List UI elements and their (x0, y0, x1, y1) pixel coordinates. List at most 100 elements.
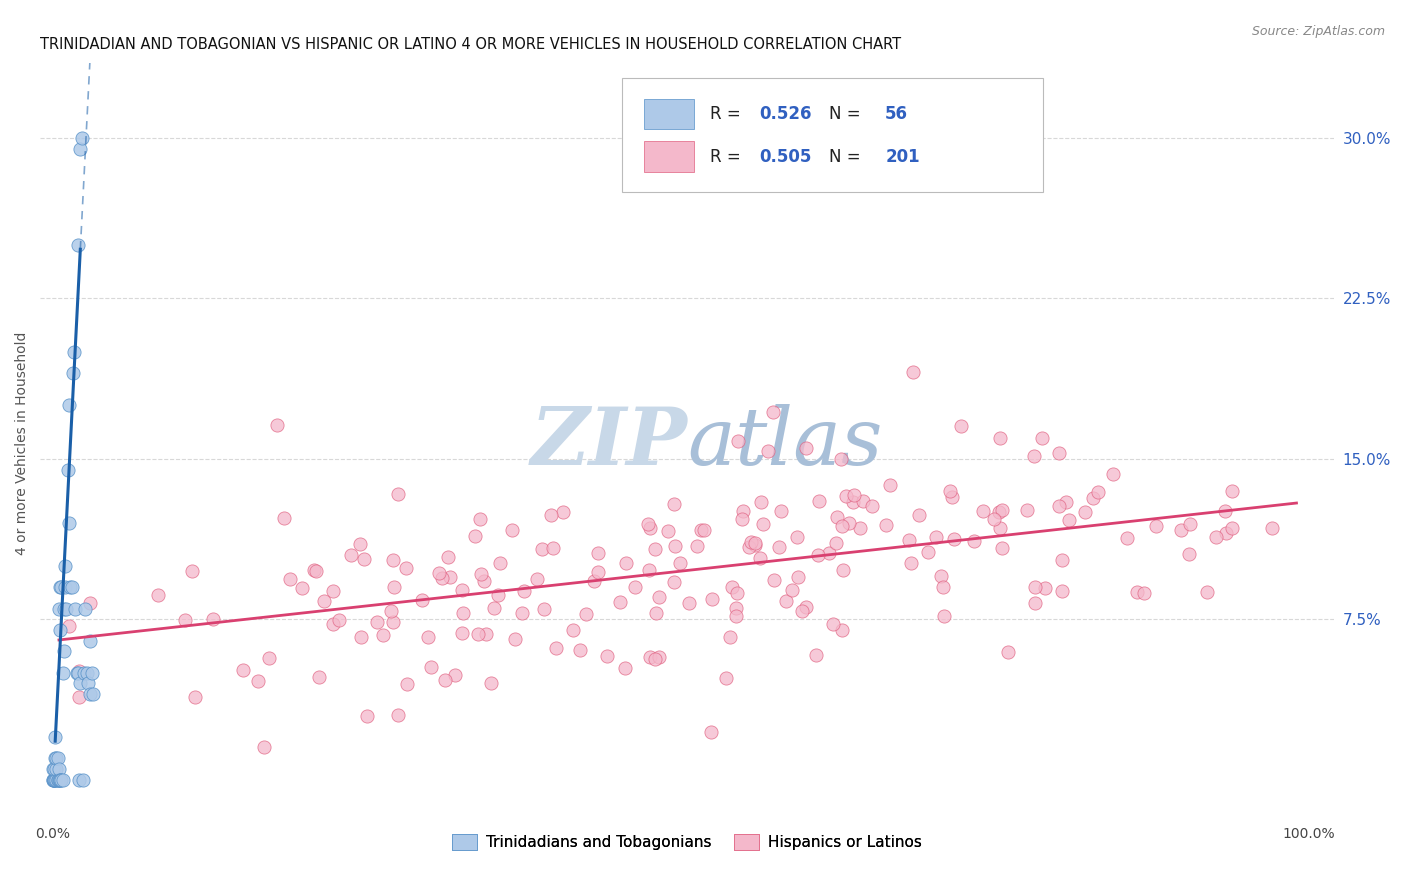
Point (48, 762, 70, 776)
Point (53, 601, 76, 615)
Point (48, 601, 70, 615)
Point (453, 606, 475, 620)
Point (41, 762, 63, 776)
Point (575, 607, 598, 621)
Point (1057, 513, 1080, 527)
Point (939, 483, 962, 498)
Text: 0.526: 0.526 (759, 105, 813, 123)
Point (53, 558, 76, 573)
Point (433, 673, 456, 687)
Point (232, 663, 254, 677)
Point (259, 650, 281, 665)
Point (46, 751, 69, 765)
Point (181, 565, 204, 579)
Point (1087, 485, 1109, 500)
Point (67, 664, 90, 678)
Point (769, 504, 792, 518)
Point (353, 551, 375, 566)
Point (44, 772, 66, 787)
Point (395, 677, 418, 691)
Point (69, 676, 91, 690)
Point (76, 676, 98, 690)
Point (501, 523, 523, 537)
Point (624, 580, 647, 594)
Point (1126, 585, 1149, 599)
Point (49, 580, 72, 594)
Point (637, 516, 659, 531)
Point (657, 524, 679, 538)
Point (45, 772, 67, 787)
FancyBboxPatch shape (623, 78, 1043, 193)
Point (588, 565, 610, 579)
Point (349, 537, 371, 551)
Point (55, 601, 77, 615)
Point (387, 708, 409, 723)
Point (648, 590, 671, 604)
Point (690, 524, 713, 538)
Point (768, 540, 790, 554)
Text: 56: 56 (886, 105, 908, 123)
Point (725, 586, 748, 600)
Point (842, 488, 865, 502)
Point (900, 556, 922, 570)
Point (202, 612, 225, 626)
Text: 201: 201 (886, 147, 920, 166)
Point (780, 583, 803, 598)
Point (60, 580, 83, 594)
Point (322, 583, 344, 598)
Point (45, 751, 67, 765)
Point (82, 687, 104, 701)
Point (472, 574, 495, 589)
Point (796, 441, 818, 455)
Point (756, 443, 779, 458)
Point (749, 495, 772, 509)
Point (427, 566, 450, 580)
Point (1017, 503, 1039, 517)
Point (253, 739, 276, 754)
Point (49, 772, 72, 787)
Point (751, 516, 773, 531)
Point (382, 580, 405, 594)
Point (662, 498, 685, 512)
Point (247, 674, 270, 689)
Point (1031, 431, 1053, 445)
Point (898, 533, 921, 547)
Point (568, 642, 591, 657)
Point (416, 630, 439, 644)
Point (184, 690, 207, 704)
Point (669, 556, 692, 570)
Point (714, 671, 737, 685)
Point (395, 561, 418, 575)
Point (614, 556, 637, 570)
Point (52, 665, 75, 680)
Point (467, 626, 489, 640)
Point (66, 238, 89, 252)
Point (1178, 547, 1201, 561)
Point (917, 545, 939, 559)
Point (638, 650, 661, 665)
Point (1050, 553, 1073, 567)
Point (924, 530, 946, 544)
Point (419, 659, 441, 673)
Point (762, 573, 785, 587)
Point (1261, 521, 1284, 535)
Point (786, 530, 808, 544)
Point (146, 588, 169, 602)
Point (792, 604, 814, 618)
Point (638, 521, 661, 535)
Point (835, 489, 858, 503)
Text: N =: N = (830, 147, 866, 166)
Point (875, 517, 897, 532)
Point (59, 580, 82, 594)
Point (725, 601, 748, 615)
Point (79, 687, 101, 701)
Point (1024, 580, 1046, 594)
Point (851, 494, 873, 508)
Point (1205, 530, 1227, 544)
Point (972, 504, 994, 518)
Point (73, 665, 96, 680)
Text: atlas: atlas (688, 404, 883, 482)
Point (470, 567, 492, 582)
Point (596, 649, 619, 664)
Point (58, 516, 80, 530)
